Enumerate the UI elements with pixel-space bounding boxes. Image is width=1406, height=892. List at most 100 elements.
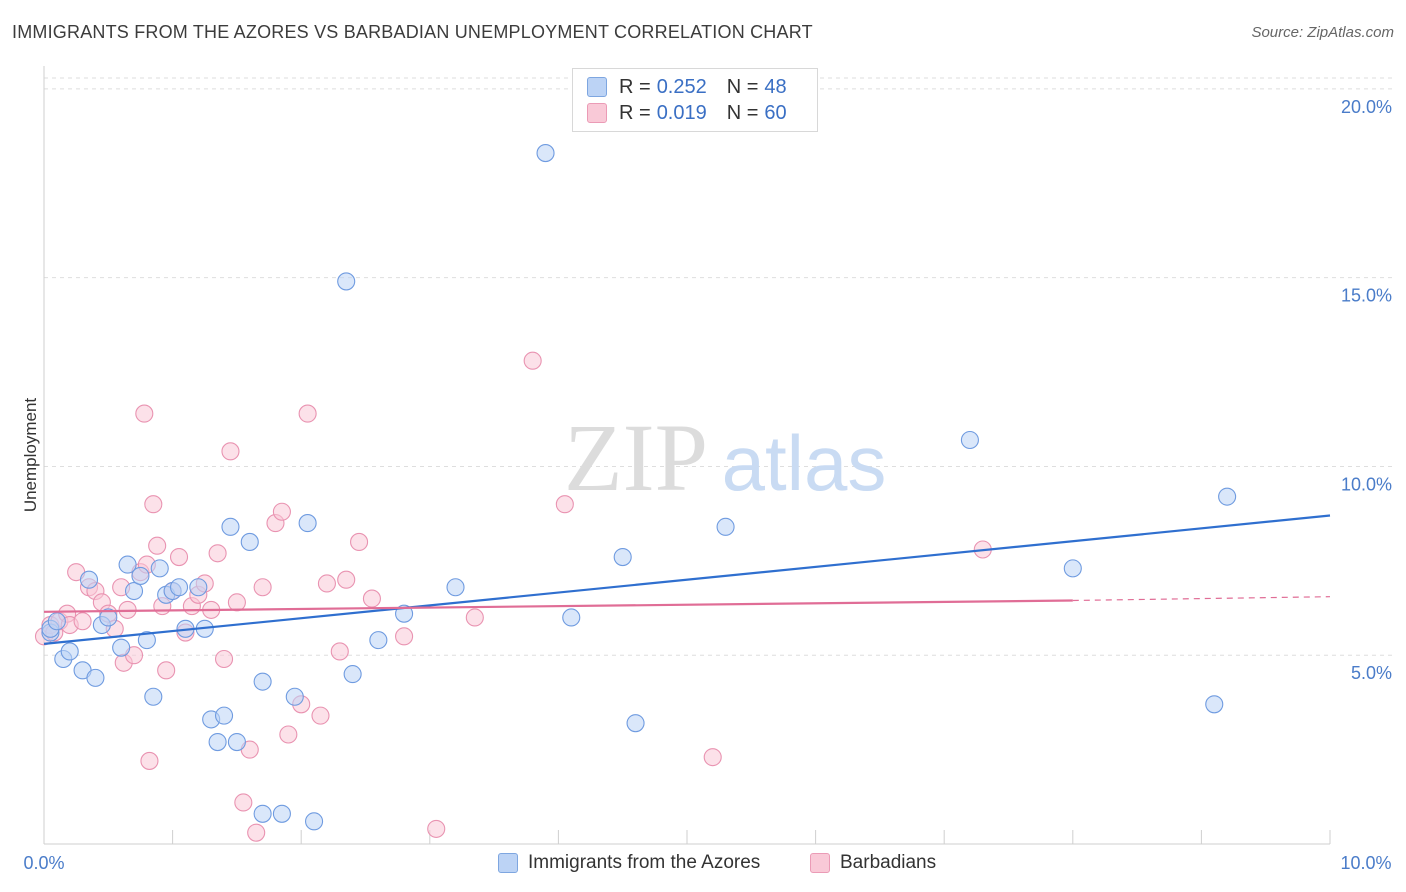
azores-point bbox=[47, 612, 66, 631]
azores-point bbox=[150, 559, 169, 578]
barbadians-point bbox=[148, 536, 167, 555]
legend-row-barbadians: R = 0.019 N = 60 bbox=[587, 101, 787, 125]
azores-point bbox=[272, 804, 291, 823]
barbadians-point bbox=[337, 570, 356, 589]
trend-lines bbox=[43, 514, 1331, 645]
azores-point bbox=[189, 578, 208, 597]
x-tick-label: 10.0% bbox=[1340, 853, 1391, 873]
azores-point bbox=[131, 566, 150, 585]
azores-point bbox=[1063, 559, 1082, 578]
barbadians-point bbox=[272, 502, 291, 521]
azores-point bbox=[253, 672, 272, 691]
r-value: 0.252 bbox=[656, 75, 707, 98]
azores-point bbox=[536, 144, 555, 163]
azores-point bbox=[240, 532, 259, 552]
n-value: 48 bbox=[764, 75, 787, 98]
azores-point bbox=[221, 517, 240, 536]
correlation-legend: R = 0.252 N = 48 R = 0.019 N = 60 bbox=[572, 68, 818, 132]
legend-item-barbadians[interactable]: Barbadians bbox=[810, 852, 936, 874]
r-value: 0.019 bbox=[656, 101, 707, 124]
azores-point bbox=[137, 631, 156, 650]
azores-point bbox=[1218, 487, 1237, 506]
azores-point bbox=[343, 665, 362, 684]
n-value: 60 bbox=[764, 101, 787, 124]
legend-swatch-barbadians bbox=[587, 103, 607, 123]
n-label: N = bbox=[726, 101, 759, 124]
y-tick-label: 5.0% bbox=[1351, 663, 1392, 683]
azores-point bbox=[285, 687, 304, 706]
azores-point bbox=[118, 555, 137, 574]
n-label: N = bbox=[726, 75, 759, 98]
azores-point bbox=[298, 514, 317, 533]
barbadians-point bbox=[395, 627, 414, 646]
barbadians-point bbox=[523, 351, 542, 370]
y-tick-label: 20.0% bbox=[1341, 97, 1392, 117]
tick-labels: 5.0% 10.0% 15.0% 20.0% 0.0% 10.0% bbox=[23, 97, 1392, 873]
azores-point bbox=[169, 578, 189, 597]
legend-swatch-azores bbox=[587, 77, 607, 97]
azores-point bbox=[716, 517, 735, 536]
azores-point bbox=[124, 581, 144, 601]
y-tick-label: 15.0% bbox=[1341, 286, 1392, 306]
azores-point bbox=[337, 272, 356, 291]
r-label: R = bbox=[619, 75, 651, 98]
barbadians-point bbox=[311, 706, 330, 725]
azores-trend-line bbox=[43, 514, 1331, 645]
grid-lines bbox=[44, 77, 1392, 656]
azores-point bbox=[86, 668, 105, 687]
barbadians-point bbox=[555, 495, 574, 514]
legend-label-barbadians: Barbadians bbox=[840, 852, 937, 873]
legend-item-azores[interactable]: Immigrants from the Azores bbox=[498, 852, 760, 874]
legend-label-azores: Immigrants from the Azores bbox=[528, 852, 761, 873]
azores-point bbox=[253, 804, 272, 823]
barbadians-point bbox=[247, 823, 266, 842]
barbadians-point bbox=[317, 574, 336, 593]
azores-point bbox=[214, 706, 234, 725]
barbadians-point bbox=[140, 751, 159, 770]
azores-point bbox=[1205, 695, 1224, 714]
axes bbox=[43, 66, 1331, 845]
azores-point bbox=[960, 430, 979, 450]
azores-point bbox=[112, 638, 131, 657]
barbadians-point bbox=[427, 819, 446, 838]
azores-point bbox=[99, 608, 118, 627]
barbadians-point bbox=[73, 612, 92, 631]
watermark-zip: ZIP bbox=[564, 404, 708, 511]
barbadians-trend-line bbox=[43, 599, 1073, 613]
y-axis-label: Unemployment bbox=[21, 397, 40, 513]
azores-points bbox=[41, 144, 1237, 831]
azores-point bbox=[446, 578, 465, 597]
watermark-atlas: atlas bbox=[722, 419, 887, 507]
legend-swatch-azores bbox=[498, 853, 518, 873]
barbadians-point bbox=[208, 544, 227, 563]
azores-point bbox=[208, 733, 227, 752]
chart-title: IMMIGRANTS FROM THE AZORES VS BARBADIAN … bbox=[12, 22, 813, 42]
barbadians-point bbox=[362, 589, 381, 608]
azores-point bbox=[227, 733, 246, 752]
azores-point bbox=[613, 548, 632, 567]
azores-point bbox=[144, 687, 163, 706]
source-note: Source: ZipAtlas.com bbox=[1251, 24, 1394, 41]
legend-row-azores: R = 0.252 N = 48 bbox=[587, 75, 787, 99]
barbadians-point bbox=[214, 649, 234, 669]
barbadians-point bbox=[703, 748, 722, 767]
barbadians-point bbox=[465, 608, 484, 627]
barbadians-point bbox=[298, 404, 317, 423]
watermark: ZIP atlas bbox=[564, 404, 886, 511]
azores-point bbox=[79, 570, 99, 589]
azores-point bbox=[60, 642, 79, 661]
legend-swatch-barbadians bbox=[810, 853, 830, 873]
azores-point bbox=[369, 631, 388, 650]
barbadians-point bbox=[157, 661, 176, 680]
barbadians-point bbox=[144, 495, 163, 514]
barbadians-point bbox=[169, 548, 189, 567]
barbadians-point bbox=[227, 593, 246, 612]
barbadians-point bbox=[234, 793, 253, 812]
barbadians-point bbox=[279, 725, 298, 744]
r-label: R = bbox=[619, 101, 651, 124]
azores-point bbox=[305, 812, 324, 831]
barbadians-point bbox=[350, 532, 369, 552]
x-tick-label: 0.0% bbox=[23, 853, 64, 873]
series-legend: Immigrants from the Azores Barbadians bbox=[0, 852, 1406, 878]
